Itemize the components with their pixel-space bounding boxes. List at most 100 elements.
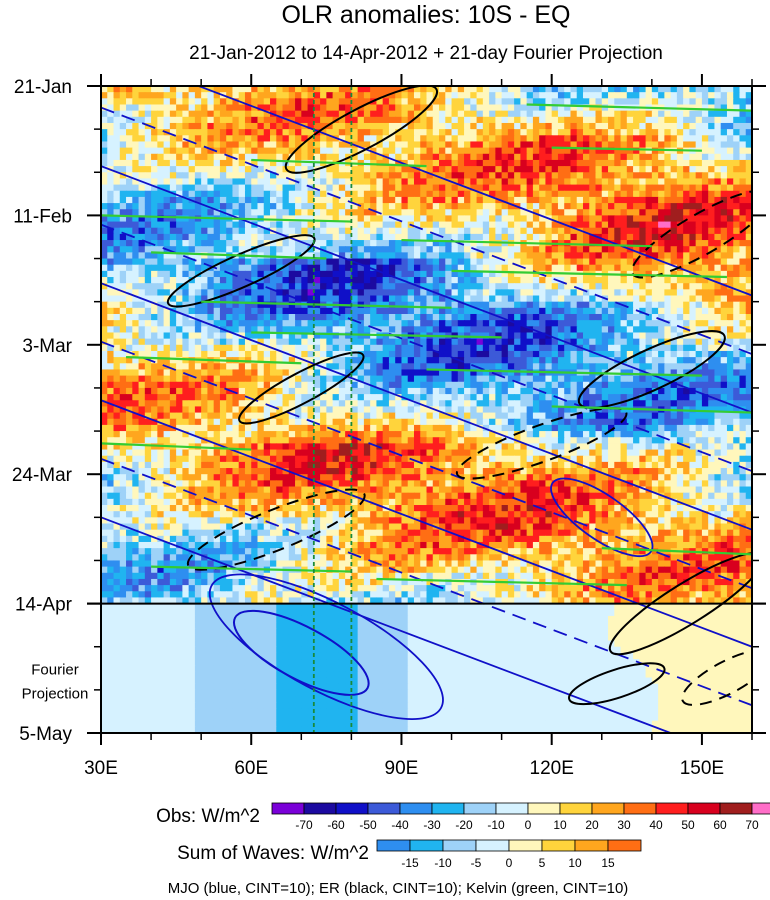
obs-cell: [476, 166, 484, 173]
obs-cell: [739, 350, 747, 358]
obs-cell: [545, 135, 553, 143]
obs-cell: [420, 357, 428, 364]
obs-cell: [219, 110, 227, 118]
obs-cell: [388, 86, 396, 93]
obs-cell: [676, 338, 684, 346]
obs-cell: [132, 196, 140, 204]
obs-cell: [320, 135, 327, 143]
obs-cell: [495, 233, 503, 241]
obs-cell: [407, 104, 415, 112]
obs-cell: [701, 203, 709, 210]
obs-cell: [457, 313, 465, 321]
obs-cell: [501, 264, 509, 272]
obs-cell: [138, 252, 146, 260]
obs-cell: [313, 270, 321, 278]
obs-cell: [332, 172, 340, 180]
obs-cell: [413, 159, 421, 167]
obs-cell: [219, 289, 227, 297]
obs-cell: [407, 153, 415, 161]
obs-cell: [582, 147, 590, 155]
obs-cell: [539, 190, 547, 198]
obs-cell: [595, 252, 603, 260]
obs-cell: [526, 98, 534, 106]
obs-cell: [432, 277, 440, 284]
obs-cell: [207, 369, 215, 377]
obs-cell: [651, 264, 659, 272]
obs-cell: [295, 203, 302, 210]
obs-cell: [101, 338, 108, 346]
obs-cell: [557, 357, 565, 364]
obs-cell: [620, 295, 628, 303]
obs-cell: [626, 283, 634, 290]
obs-cell: [576, 147, 584, 155]
obs-cell: [207, 277, 215, 284]
obs-cell: [601, 283, 609, 290]
obs-cell: [169, 357, 177, 364]
obs-cell: [651, 178, 659, 186]
obs-cell: [370, 190, 378, 198]
obs-cell: [276, 289, 284, 297]
obs-cell: [251, 141, 259, 149]
obs-cell: [326, 98, 334, 106]
obs-cell: [745, 92, 752, 99]
obs-cell: [708, 135, 716, 143]
obs-cell: [138, 258, 146, 266]
obs-cell: [658, 129, 665, 136]
obs-cell: [188, 92, 196, 99]
obs-cell: [451, 166, 459, 173]
obs-cell: [226, 129, 234, 136]
obs-cell: [601, 184, 609, 192]
obs-cell: [645, 135, 653, 143]
obs-cell: [489, 313, 496, 321]
obs-cell: [464, 295, 471, 303]
obs-cell: [201, 258, 209, 266]
obs-cell: [238, 172, 246, 180]
obs-cell: [157, 270, 165, 278]
obs-cell: [739, 178, 747, 186]
obs-cell: [251, 203, 259, 210]
obs-cell: [633, 246, 640, 253]
obs-cell: [651, 203, 659, 210]
obs-cell: [733, 116, 741, 124]
obs-cell: [683, 203, 690, 210]
obs-cell: [551, 141, 559, 149]
obs-cell: [651, 141, 659, 149]
obs-cell: [194, 344, 202, 352]
obs-cell: [639, 190, 647, 198]
obs-cell: [576, 283, 584, 290]
obs-cell: [182, 338, 190, 346]
obs-cell: [420, 233, 428, 241]
obs-cell: [232, 209, 240, 216]
obs-cell: [295, 184, 302, 192]
obs-cell: [182, 116, 190, 124]
obs-cell: [395, 135, 403, 143]
obs-cell: [432, 246, 440, 253]
obs-cell: [526, 178, 534, 186]
obs-cell: [232, 240, 240, 247]
obs-cell: [407, 141, 415, 149]
obs-cell: [251, 375, 259, 383]
obs-cell: [476, 135, 484, 143]
obs-cell: [288, 363, 296, 371]
obs-cell: [589, 289, 597, 297]
obs-cell: [270, 153, 277, 161]
obs-cell: [363, 92, 371, 99]
obs-cell: [282, 129, 290, 136]
obs-cell: [457, 301, 465, 309]
obs-cell: [413, 289, 421, 297]
obs-cell: [658, 246, 665, 253]
obs-cell: [608, 375, 615, 383]
obs-cell: [313, 215, 321, 223]
obs-cell: [213, 203, 221, 210]
obs-cell: [495, 369, 503, 377]
obs-cell: [238, 166, 246, 173]
obs-cell: [119, 196, 127, 204]
obs-cell: [457, 295, 465, 303]
obs-cell: [151, 203, 158, 210]
obs-cell: [357, 135, 365, 143]
obs-cell: [639, 203, 647, 210]
obs-cell: [270, 295, 277, 303]
obs-cell: [376, 203, 384, 210]
obs-cell: [695, 172, 703, 180]
obs-cell: [676, 110, 684, 118]
